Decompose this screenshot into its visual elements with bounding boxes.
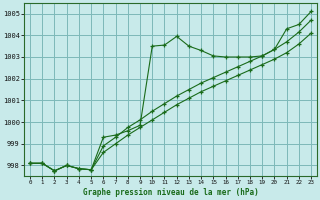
X-axis label: Graphe pression niveau de la mer (hPa): Graphe pression niveau de la mer (hPa) bbox=[83, 188, 259, 197]
